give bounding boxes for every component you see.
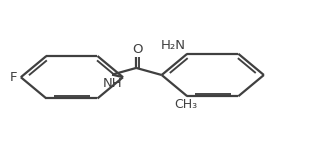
Text: NH: NH <box>103 77 123 90</box>
Text: O: O <box>132 43 143 56</box>
Text: F: F <box>10 71 17 84</box>
Text: CH₃: CH₃ <box>174 98 197 111</box>
Text: H₂N: H₂N <box>161 39 186 52</box>
